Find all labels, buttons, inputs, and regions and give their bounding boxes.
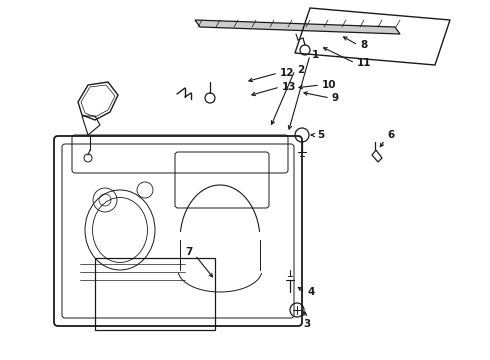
Text: 7: 7 — [185, 247, 193, 257]
Text: 10: 10 — [322, 80, 337, 90]
Text: 6: 6 — [387, 130, 394, 140]
Text: 3: 3 — [303, 319, 310, 329]
Text: 4: 4 — [307, 287, 315, 297]
Text: 9: 9 — [332, 93, 339, 103]
Text: 1: 1 — [312, 50, 319, 60]
Bar — [95, 258, 215, 330]
Text: 2: 2 — [297, 65, 304, 75]
Text: 11: 11 — [357, 58, 371, 68]
Polygon shape — [195, 20, 400, 34]
Text: 12: 12 — [280, 68, 294, 78]
Text: 13: 13 — [282, 82, 296, 92]
Text: 8: 8 — [360, 40, 367, 50]
Text: 5: 5 — [317, 130, 324, 140]
